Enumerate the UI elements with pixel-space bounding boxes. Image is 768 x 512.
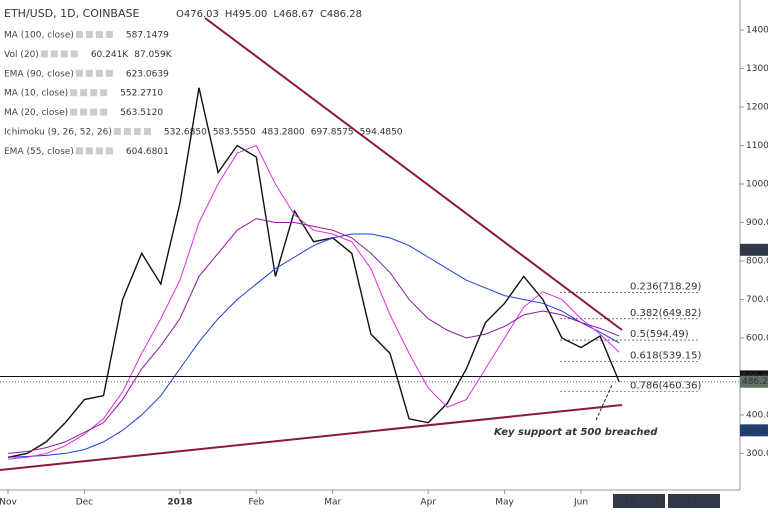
- indicator-line: [7, 218, 620, 454]
- indicator-value: 563.5120: [120, 108, 163, 118]
- fib-label: 0.5(594.49): [630, 329, 689, 340]
- indicator-icon: [105, 31, 113, 38]
- y-tick-label: 1300.00: [746, 64, 768, 74]
- indicator-name: MA (20, close): [4, 108, 68, 118]
- indicator-value: 87.059K: [134, 50, 172, 60]
- indicator-icon: [95, 147, 103, 155]
- x-tick-label: Mar: [324, 498, 341, 508]
- indicator-icon: [75, 69, 83, 77]
- annotation: Key support at 500 breached: [494, 427, 658, 438]
- date-highlight: 2018-07-08: [668, 497, 721, 507]
- y-tick-label: 1000.00: [746, 179, 768, 189]
- ohlc-value: C486.28: [320, 9, 362, 20]
- x-tick-label: 2018: [167, 498, 192, 508]
- indicator-icon: [90, 89, 98, 97]
- x-tick-label: Jun: [573, 498, 588, 508]
- price-label: 486.28: [742, 377, 768, 387]
- y-tick-label: 700.00: [746, 295, 768, 305]
- y-tick-label: 1200.00: [746, 103, 768, 113]
- indicator-name: Ichimoku (9, 26, 52, 26): [4, 128, 112, 138]
- indicator-icon: [133, 128, 141, 135]
- fib-label: 0.618(539.15): [630, 350, 702, 361]
- indicator-line: [7, 233, 620, 458]
- ohlc-value: H495.00: [225, 9, 268, 20]
- indicator-icon: [100, 108, 108, 116]
- indicator-value: 594.4850: [360, 128, 403, 138]
- indicator-icon: [85, 147, 93, 155]
- x-tick-label: Feb: [248, 498, 264, 508]
- y-tick-label: 900.00: [746, 218, 768, 228]
- x-tick-label: Dec: [76, 498, 93, 508]
- indicator-icon: [60, 50, 68, 58]
- indicator-icon: [100, 89, 108, 97]
- indicator-value: 623.0639: [126, 69, 169, 79]
- fib-label: 0.382(649.82): [630, 308, 702, 319]
- x-tick-label: Apr: [420, 498, 436, 508]
- indicator-icon: [85, 69, 93, 77]
- trend-line: [204, 17, 623, 331]
- indicator-icon: [50, 50, 58, 58]
- x-tick-label: May: [495, 498, 514, 508]
- y-tick-label: 800.00: [746, 256, 768, 266]
- price-label: 360.00: [742, 426, 768, 436]
- fib-label: 0.786(460.36): [630, 381, 702, 392]
- y-tick-label: 400.00: [746, 410, 768, 420]
- indicator-icon: [123, 128, 131, 135]
- indicator-icon: [70, 89, 78, 97]
- annotation-arrow: [595, 384, 613, 421]
- y-tick-label: 300.00: [746, 449, 768, 459]
- price-label: 828.97: [742, 245, 768, 255]
- price-label-box: [740, 375, 768, 388]
- indicator-icon: [40, 50, 48, 58]
- indicator-value: 60.241K: [91, 50, 129, 60]
- indicator-value: 583.5550: [213, 128, 256, 138]
- price-label-box: [740, 424, 768, 437]
- indicator-icon: [143, 128, 151, 135]
- indicator-value: 532.6850: [164, 128, 207, 138]
- date-highlight-box: [668, 494, 720, 508]
- indicator-icon: [105, 147, 113, 155]
- price-line: [7, 87, 620, 458]
- indicator-icon: [70, 108, 78, 116]
- date-highlight-box: [613, 494, 665, 508]
- indicator-name: MA (10, close): [4, 89, 68, 99]
- indicator-line: [7, 144, 620, 460]
- indicator-icon: [75, 147, 83, 155]
- indicator-icon: [95, 31, 103, 38]
- y-tick-label: 600.00: [746, 333, 768, 343]
- ohlc-value: L468.67: [273, 9, 314, 20]
- indicator-icon: [80, 89, 88, 97]
- y-tick-label: 1400.00: [746, 26, 768, 36]
- ohlc-value: O476.03: [176, 9, 219, 20]
- y-tick-label: 1100.00: [746, 141, 768, 151]
- trend-line: [0, 404, 623, 471]
- indicator-icon: [75, 31, 83, 38]
- indicator-icon: [85, 31, 93, 38]
- indicator-name: EMA (55, close): [4, 147, 74, 157]
- x-tick-label: Nov: [0, 498, 17, 508]
- indicator-value: 552.2710: [120, 89, 163, 99]
- indicator-value: 483.2800: [262, 128, 305, 138]
- date-highlight: 2018-06-18: [613, 497, 666, 507]
- fib-label: 0.236(718.29): [630, 281, 702, 292]
- indicator-name: EMA (90, close): [4, 69, 74, 79]
- indicator-icon: [80, 108, 88, 116]
- indicator-icon: [105, 69, 113, 77]
- legend: ETH/USD, 1D, COINBASE O476.03 H495.00 L468.…: [4, 7, 403, 157]
- indicator-icon: [90, 108, 98, 116]
- indicator-value: 587.1479: [126, 31, 169, 41]
- indicator-name: MA (100, close): [4, 31, 74, 41]
- indicator-value: 697.8575: [311, 128, 354, 138]
- indicator-value: 604.6801: [126, 147, 169, 157]
- price-label-box: [740, 243, 768, 256]
- indicator-icon: [95, 69, 103, 77]
- indicator-name: Vol (20): [4, 50, 39, 60]
- symbol-title: ETH/USD, 1D, COINBASE: [4, 7, 139, 20]
- indicator-icon: [113, 128, 121, 135]
- indicator-icon: [70, 50, 78, 58]
